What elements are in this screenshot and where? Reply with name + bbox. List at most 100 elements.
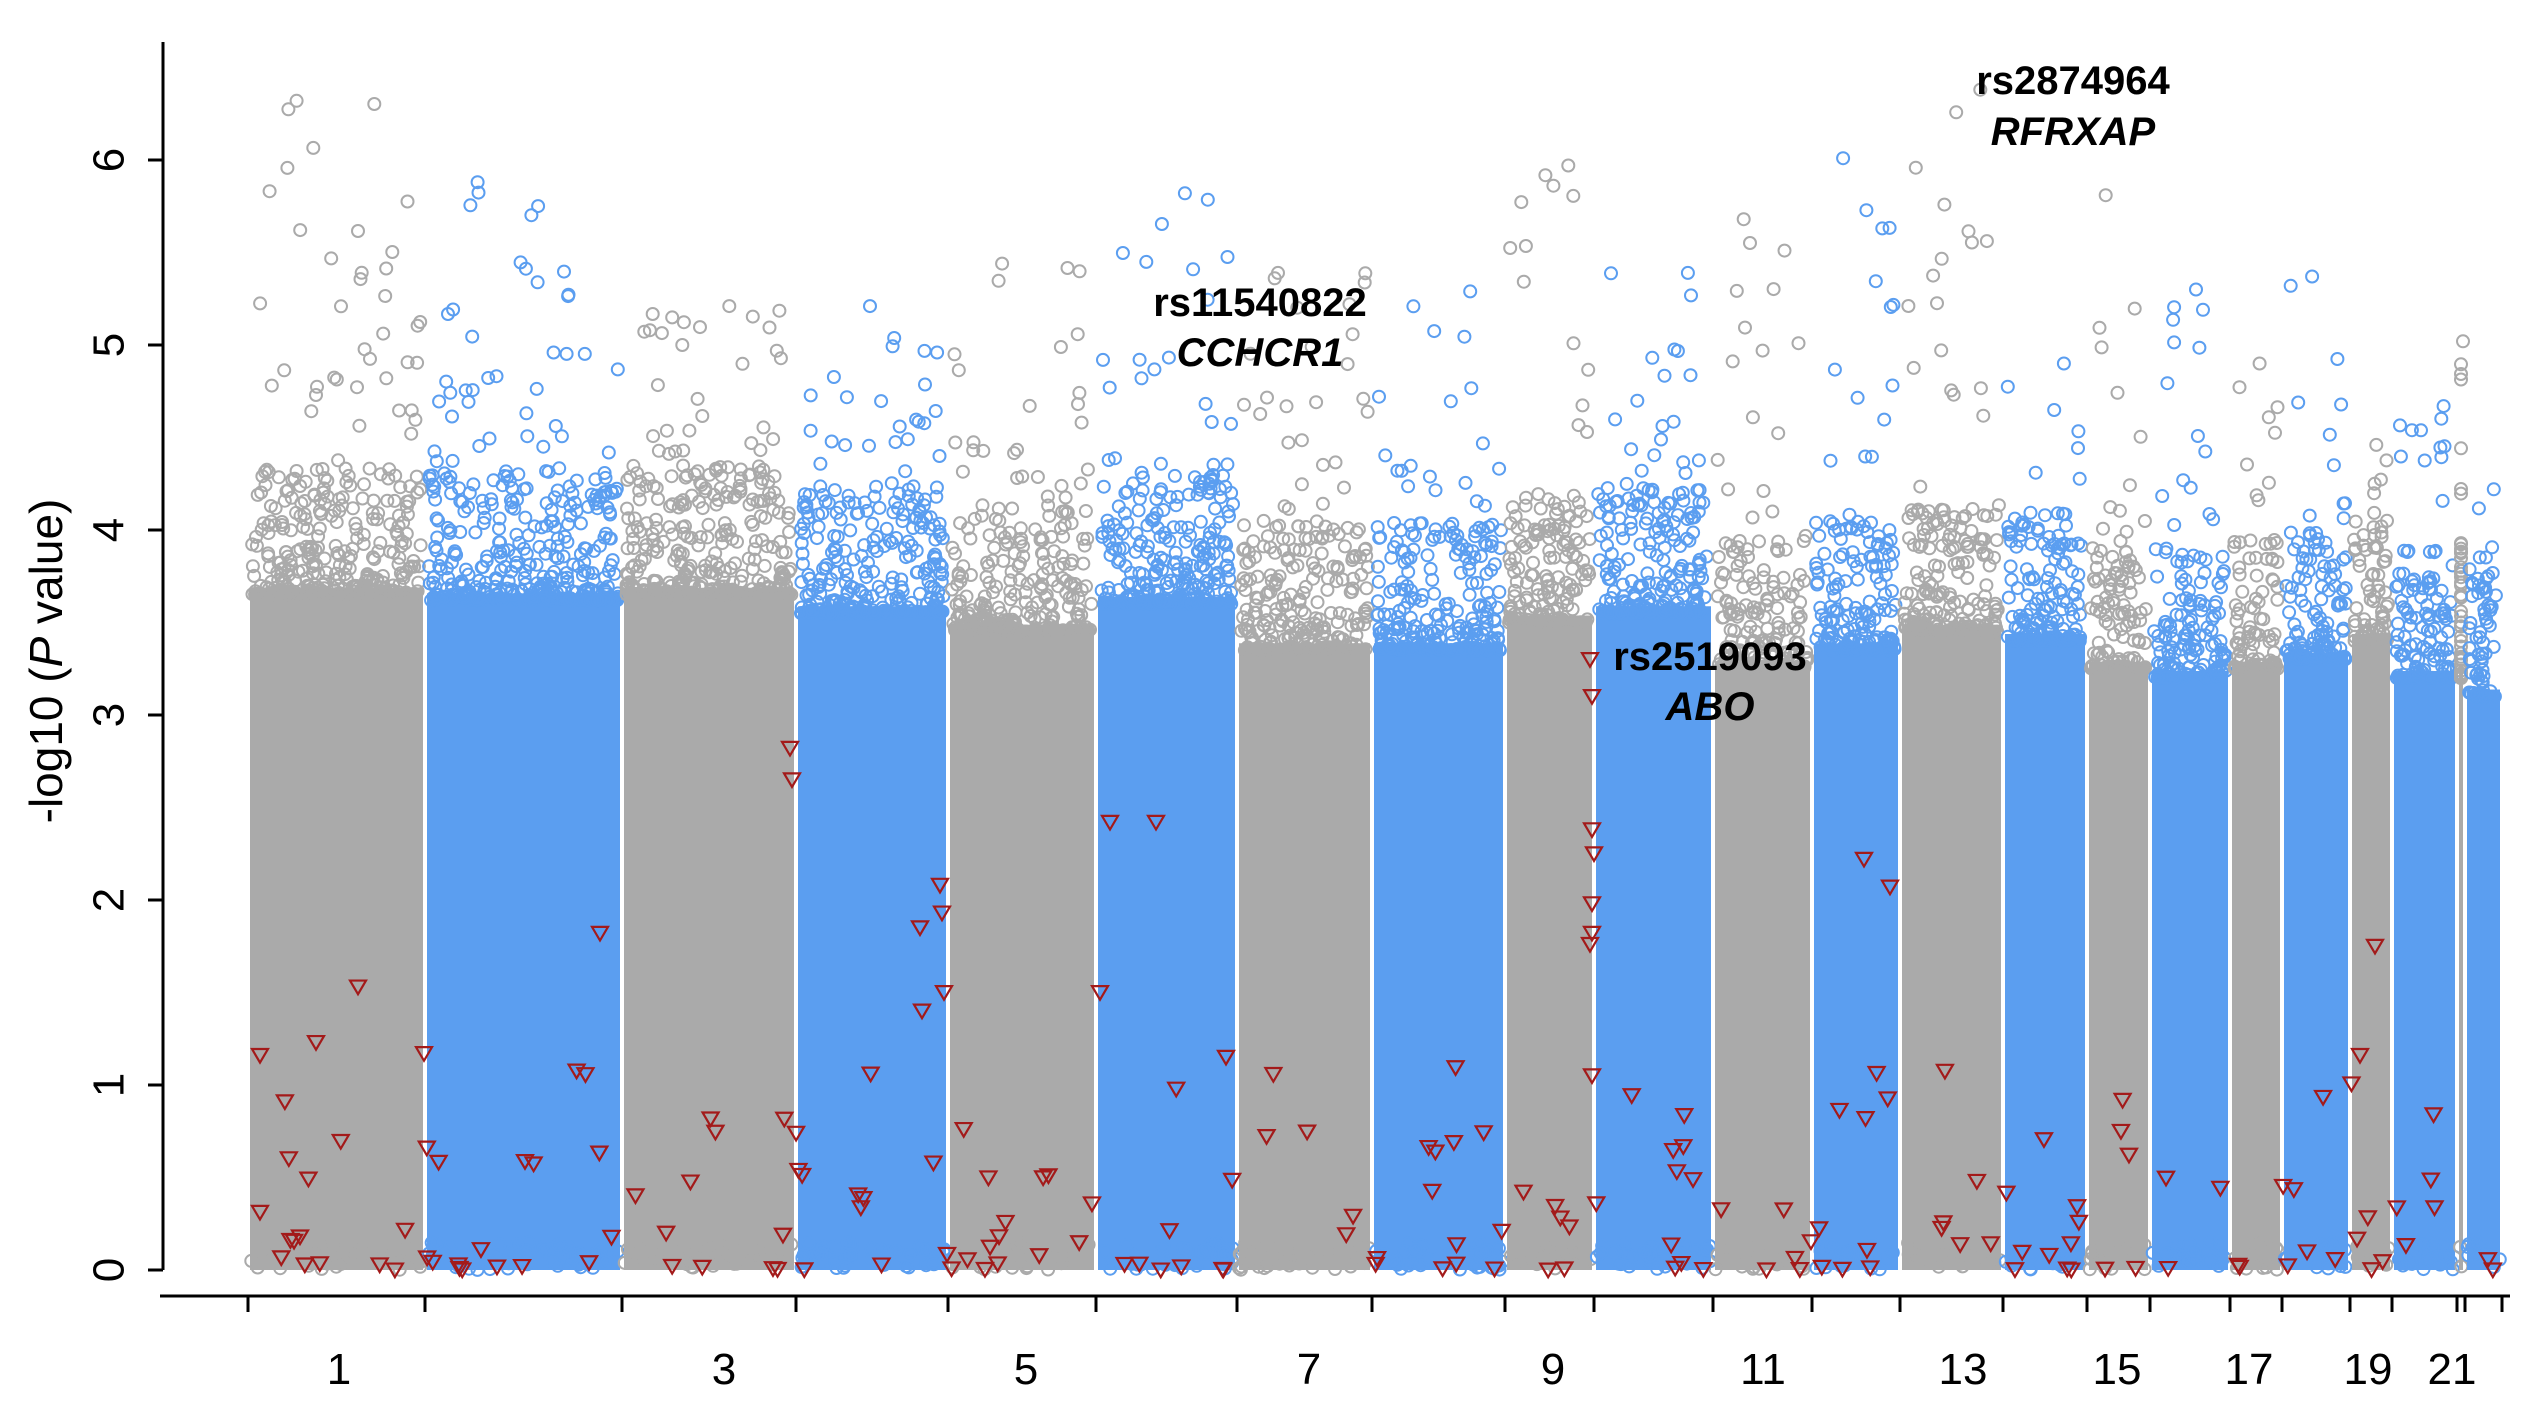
snp-point [2375,605,2389,619]
snp-point [1053,1248,1068,1263]
snp-point [2174,608,2189,623]
snp-point [1633,578,1647,593]
snp-point [1507,614,1522,629]
snp-point [1694,605,1709,619]
snp-point [767,581,782,595]
snp-point [1407,591,1422,606]
snp-point [727,587,742,602]
snp-point [2487,689,2502,704]
snp-point [1178,563,1192,578]
snp-point [1606,1244,1621,1259]
snp-point [2169,607,2184,622]
snp-point [1960,555,1975,569]
snp-point [676,315,691,330]
snp-point [307,487,322,502]
snp-point [495,592,510,607]
snp-point [1676,588,1691,603]
snp-point [2463,616,2478,630]
snp-point [1463,1248,1478,1263]
snp-point [875,600,890,615]
snp-point [827,483,842,498]
snp-point [2178,572,2193,587]
snp-point [2476,581,2491,596]
snp-point [735,568,749,583]
snp-point [365,1236,380,1250]
snp-point [1004,564,1019,579]
snp-point [1862,634,1877,649]
snp-point [2437,439,2452,454]
snp-point [1875,221,1890,236]
snp-point [1330,615,1345,630]
snp-point [2323,559,2338,574]
snp-point [2243,533,2258,548]
snp-point [1531,487,1546,502]
snp-point [2190,642,2205,657]
snp-point [2111,1245,2126,1260]
snp-point [410,1255,425,1269]
snp-point [1859,203,1874,218]
snp-point [2419,606,2433,621]
snp-point [2014,626,2029,640]
snp-point [372,1235,387,1250]
snp-point [2105,549,2120,564]
snp-point [2209,668,2224,683]
snp-point [1382,638,1397,653]
snp-point [1919,584,1934,599]
snp-point [904,595,919,610]
snp-point [2040,580,2054,594]
snp-point [2209,649,2224,664]
snp-point [857,538,872,553]
snp-peak-point [1836,151,1851,166]
snp-point [1711,550,1726,564]
snp-point [1829,580,1843,594]
snp-point [393,480,408,495]
snp-point [713,460,728,475]
chromosome-17-points [2227,356,2286,1277]
snp-point [1107,593,1122,608]
snp-point [2159,670,2174,685]
snp-point [773,1244,788,1259]
snp-point [550,531,565,546]
snp-point [1216,468,1230,483]
snp-point [338,559,353,574]
snp-point [826,370,841,384]
snp-point [763,491,778,506]
snp-point [1462,562,1477,577]
snp-point [1051,579,1066,594]
snp-point [2126,633,2141,648]
snp-point [2255,1235,2270,1250]
snp-point [2283,278,2298,293]
snp-point [1111,499,1126,514]
snp-peak-point [1561,158,1576,173]
snp-point [1507,565,1522,579]
snp-point [381,471,396,486]
snp-point [1630,393,1645,408]
snp-point [1477,622,1492,637]
snp-point [1406,299,1421,314]
snp-point [2486,639,2501,654]
snp-point [1237,541,1252,556]
snp-point [489,592,504,607]
snp-point [1964,524,1979,538]
snp-point [576,568,590,583]
snp-point [1340,607,1355,622]
snp-point [2116,598,2131,613]
snp-point [1719,593,1734,608]
snp-point [2247,601,2262,616]
snp-point [2433,1257,2448,1272]
snp-point [2013,533,2027,548]
snp-point [1762,635,1776,650]
snp-point [1397,545,1412,559]
snp-point [1134,465,1149,480]
snp-peak-point [2056,356,2071,371]
snp-point [1279,399,1294,414]
snp-point [1839,596,1854,611]
snp-point [1937,197,1952,212]
snp-point [1878,567,1893,582]
snp-point [933,527,947,542]
snp-point [1551,518,1566,533]
snp-point [1828,571,1843,586]
snp-point [1812,528,1827,543]
snp-point [1755,343,1770,358]
snp-point [379,261,394,276]
